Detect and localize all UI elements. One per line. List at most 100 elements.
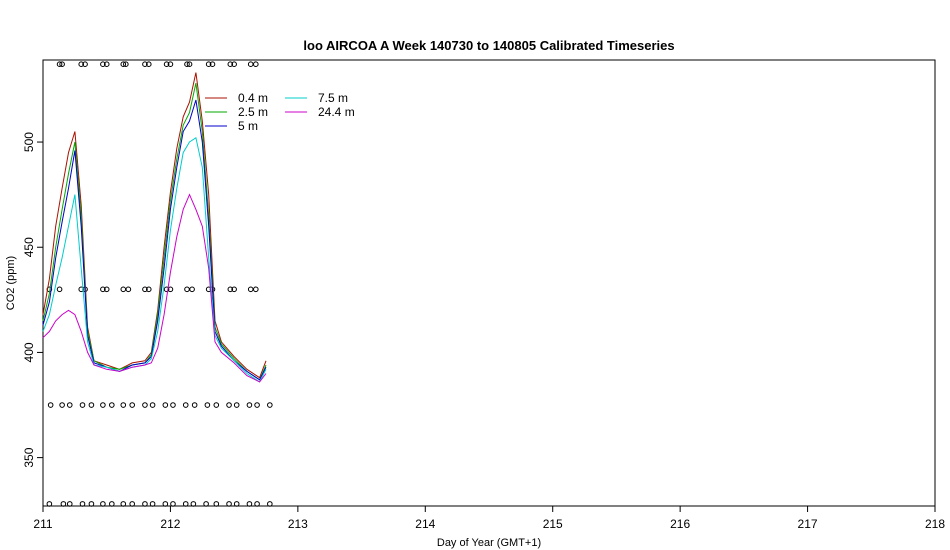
- marker-point: [246, 402, 253, 408]
- marker-point: [226, 501, 232, 507]
- marker-point: [142, 286, 148, 293]
- marker-point: [100, 61, 106, 68]
- marker-point: [233, 402, 240, 408]
- marker-point: [209, 61, 216, 68]
- x-tick-label: 212: [160, 517, 180, 531]
- marker-point: [103, 61, 110, 68]
- marker-point: [88, 402, 95, 408]
- marker-point: [56, 61, 63, 68]
- marker-point: [253, 61, 259, 68]
- marker-point: [247, 61, 254, 68]
- legend-label: 24.4 m: [318, 105, 355, 119]
- marker-point: [189, 286, 195, 293]
- marker-point: [227, 286, 234, 293]
- marker-point: [79, 501, 86, 507]
- marker-point: [213, 402, 220, 408]
- x-tick-label: 217: [798, 517, 818, 531]
- marker-point: [170, 501, 176, 507]
- marker-point: [109, 501, 115, 507]
- marker-point: [59, 61, 65, 68]
- marker-point: [184, 61, 190, 68]
- marker-point: [162, 501, 169, 507]
- marker-point: [120, 402, 127, 408]
- x-tick-label: 216: [670, 517, 690, 531]
- marker-point: [123, 61, 129, 68]
- marker-point: [129, 501, 135, 507]
- marker-point: [213, 501, 220, 507]
- y-tick-label: 450: [22, 237, 36, 257]
- marker-point: [149, 501, 156, 507]
- marker-point: [125, 286, 132, 293]
- marker-points: [46, 61, 273, 507]
- x-tick-label: 213: [288, 517, 308, 531]
- marker-point: [129, 402, 135, 408]
- marker-point: [142, 402, 148, 408]
- marker-point: [163, 286, 170, 293]
- marker-point: [205, 61, 212, 68]
- series-line: [42, 136, 267, 383]
- legend-label: 7.5 m: [318, 91, 348, 105]
- marker-point: [267, 402, 273, 408]
- marker-point: [100, 402, 106, 408]
- x-tick-label: 211: [33, 517, 52, 531]
- marker-point: [163, 61, 170, 68]
- marker-point: [231, 286, 237, 293]
- marker-point: [162, 402, 169, 408]
- legend-label: 5 m: [238, 119, 258, 133]
- marker-point: [247, 286, 254, 293]
- marker-point: [191, 402, 198, 408]
- marker-point: [246, 501, 253, 507]
- marker-point: [226, 402, 232, 408]
- marker-point: [100, 501, 106, 507]
- marker-point: [145, 286, 152, 293]
- marker-point: [56, 286, 63, 293]
- marker-point: [253, 286, 259, 293]
- marker-point: [66, 402, 73, 408]
- marker-point: [254, 402, 260, 408]
- marker-point: [267, 501, 273, 507]
- marker-point: [182, 402, 189, 408]
- marker-point: [100, 286, 106, 293]
- marker-point: [120, 61, 127, 68]
- marker-point: [254, 501, 260, 507]
- marker-point: [82, 61, 88, 68]
- marker-point: [59, 402, 65, 408]
- marker-point: [182, 501, 189, 507]
- marker-point: [149, 402, 156, 408]
- axis-ticks: 211 212 213 214 215 216 217 218 350 400 450 500: [22, 132, 945, 531]
- y-tick-label: 500: [22, 132, 36, 152]
- marker-point: [186, 61, 193, 68]
- marker-point: [78, 61, 85, 68]
- marker-point: [190, 501, 197, 507]
- marker-point: [103, 286, 110, 293]
- marker-point: [203, 501, 209, 507]
- marker-point: [231, 61, 237, 68]
- marker-point: [46, 501, 53, 507]
- marker-point: [109, 402, 115, 408]
- marker-point: [142, 61, 148, 68]
- marker-point: [120, 501, 127, 507]
- y-tick-label: 400: [22, 342, 36, 362]
- marker-point: [88, 501, 95, 507]
- x-axis-label: Day of Year (GMT+1): [437, 537, 541, 549]
- y-axis-label: CO2 (ppm): [5, 256, 17, 310]
- chart-title: loo AIRCOA A Week 140730 to 140805 Calib…: [303, 38, 674, 53]
- marker-point: [233, 501, 240, 507]
- y-tick-label: 350: [22, 447, 36, 467]
- marker-point: [142, 501, 148, 507]
- marker-point: [204, 402, 211, 408]
- marker-point: [167, 61, 174, 68]
- legend-label: 2.5 m: [238, 105, 268, 119]
- plot-frame: [42, 59, 936, 507]
- x-tick-label: 218: [925, 517, 945, 531]
- marker-point: [170, 402, 176, 408]
- marker-point: [145, 61, 152, 68]
- legend-label: 0.4 m: [238, 91, 268, 105]
- series-line: [42, 193, 267, 383]
- x-tick-label: 214: [415, 517, 435, 531]
- marker-point: [47, 402, 54, 408]
- series-lines: [42, 72, 267, 383]
- marker-point: [184, 286, 190, 293]
- legend: 0.4 m2.5 m5 m 7.5 m24.4 m: [205, 91, 355, 133]
